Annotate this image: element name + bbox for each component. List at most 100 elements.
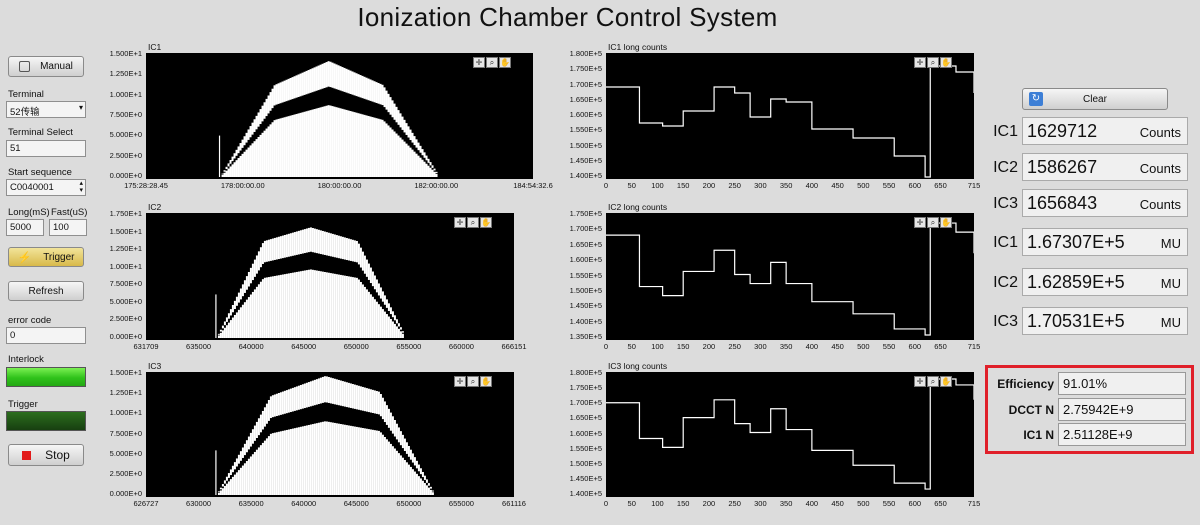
- profile-bar: [333, 63, 336, 89]
- ic3-long-plot[interactable]: [606, 372, 974, 497]
- zoom-icon[interactable]: ⌕: [927, 57, 939, 68]
- ic2-long-plot[interactable]: [606, 213, 974, 340]
- manual-button[interactable]: Manual: [8, 56, 84, 77]
- profile-bar: [389, 443, 392, 495]
- y-tick-label: 1.400E+5: [569, 489, 602, 498]
- long-field[interactable]: 5000: [6, 219, 44, 236]
- crosshair-icon[interactable]: ✛: [914, 217, 926, 228]
- profile-bar: [337, 423, 340, 495]
- dcct-n-value: 2.75942E+9: [1058, 398, 1186, 421]
- zoom-icon[interactable]: ⌕: [467, 217, 479, 228]
- x-tick-label: 182:00:00.00: [414, 181, 459, 190]
- x-tick-label: 645000: [291, 342, 317, 351]
- profile-bar: [257, 251, 260, 271]
- profile-bar: [353, 72, 356, 96]
- readout-name: IC1: [993, 234, 1018, 251]
- zoom-icon[interactable]: ⌕: [927, 217, 939, 228]
- profile-bar: [413, 457, 416, 466]
- ic1-plot[interactable]: [146, 53, 533, 179]
- profile-bar: [293, 387, 296, 411]
- profile-bar: [353, 277, 356, 338]
- profile-bar: [247, 129, 250, 140]
- x-tick-label: 640000: [238, 342, 264, 351]
- profile-bar: [395, 326, 398, 338]
- profile-bar: [319, 271, 322, 338]
- interlock-led: [6, 367, 86, 387]
- profile-bar: [253, 141, 256, 177]
- profile-bar: [341, 275, 344, 338]
- profile-bar: [231, 476, 234, 495]
- profile-bar: [301, 270, 304, 338]
- profile-bar: [395, 106, 398, 123]
- profile-bar: [331, 106, 334, 177]
- pan-hand-icon[interactable]: ✋: [940, 376, 952, 387]
- profile-bar: [373, 81, 376, 103]
- crosshair-icon[interactable]: ✛: [454, 217, 466, 228]
- profile-bar: [355, 385, 358, 410]
- zoom-icon[interactable]: ⌕: [927, 376, 939, 387]
- profile-bar: [341, 67, 344, 92]
- profile-bar: [341, 424, 344, 495]
- stop-button[interactable]: Stop: [8, 444, 84, 466]
- trigger-button[interactable]: ⚡ Trigger: [8, 247, 84, 267]
- pan-hand-icon[interactable]: ✋: [480, 376, 492, 387]
- crosshair-icon[interactable]: ✛: [914, 376, 926, 387]
- profile-bar: [371, 429, 374, 495]
- profile-bar: [317, 107, 320, 177]
- profile-bar: [319, 230, 322, 255]
- profile-bar: [357, 113, 360, 177]
- pan-hand-icon[interactable]: ✋: [940, 217, 952, 228]
- terminal-select[interactable]: 52传输 ▾: [6, 101, 86, 118]
- x-tick-label: 300: [754, 499, 767, 508]
- profile-bar: [369, 267, 372, 284]
- fast-field[interactable]: 100: [49, 219, 87, 236]
- profile-bar: [255, 255, 258, 274]
- profile-bar: [291, 272, 294, 338]
- pan-hand-icon[interactable]: ✋: [499, 57, 511, 68]
- terminal-select-field[interactable]: 51: [6, 140, 86, 157]
- profile-bar: [381, 84, 384, 106]
- ic3-plot[interactable]: [146, 372, 514, 497]
- profile-bar: [365, 289, 368, 338]
- x-tick-label: 250: [728, 499, 741, 508]
- pan-hand-icon[interactable]: ✋: [480, 217, 492, 228]
- profile-bar: [419, 468, 422, 475]
- profile-bar: [221, 173, 224, 175]
- profile-bar: [423, 161, 426, 177]
- x-tick-label: 180:00:00.00: [317, 181, 362, 190]
- zoom-icon[interactable]: ⌕: [486, 57, 498, 68]
- y-tick-label: 7.500E+0: [109, 279, 142, 289]
- crosshair-icon[interactable]: ✛: [454, 376, 466, 387]
- profile-bar: [227, 163, 230, 167]
- start-sequence-field[interactable]: C0040001 ▴ ▾: [6, 179, 86, 196]
- zoom-icon[interactable]: ⌕: [467, 376, 479, 387]
- profile-bar: [255, 449, 258, 495]
- profile-bar: [241, 284, 244, 297]
- profile-bar: [293, 114, 296, 177]
- profile-bar: [247, 147, 250, 177]
- crosshair-icon[interactable]: ✛: [473, 57, 485, 68]
- x-tick-label: 650: [934, 342, 947, 351]
- profile-bar: [305, 425, 308, 495]
- ic2-plot[interactable]: [146, 213, 514, 340]
- profile-bar: [229, 166, 232, 177]
- profile-bar: [323, 62, 326, 89]
- profile-bar: [301, 72, 304, 96]
- profile-bar: [299, 230, 302, 254]
- profile-bar: [265, 128, 268, 177]
- ic1-long-plot[interactable]: [606, 53, 974, 179]
- profile-bar: [393, 420, 396, 437]
- profile-bar: [411, 469, 414, 495]
- pan-hand-icon[interactable]: ✋: [940, 57, 952, 68]
- profile-bar: [415, 473, 418, 495]
- crosshair-icon[interactable]: ✛: [914, 57, 926, 68]
- profile-bar: [395, 133, 398, 177]
- profile-bar: [367, 291, 370, 338]
- profile-bar: [257, 447, 260, 495]
- profile-bar: [253, 425, 256, 441]
- lightning-icon: ⚡: [17, 251, 32, 264]
- clear-button[interactable]: ↻ Clear: [1022, 88, 1168, 110]
- profile-bar: [397, 110, 400, 125]
- refresh-button[interactable]: Refresh: [8, 281, 84, 301]
- y-tick-label: 1.450E+5: [569, 473, 602, 483]
